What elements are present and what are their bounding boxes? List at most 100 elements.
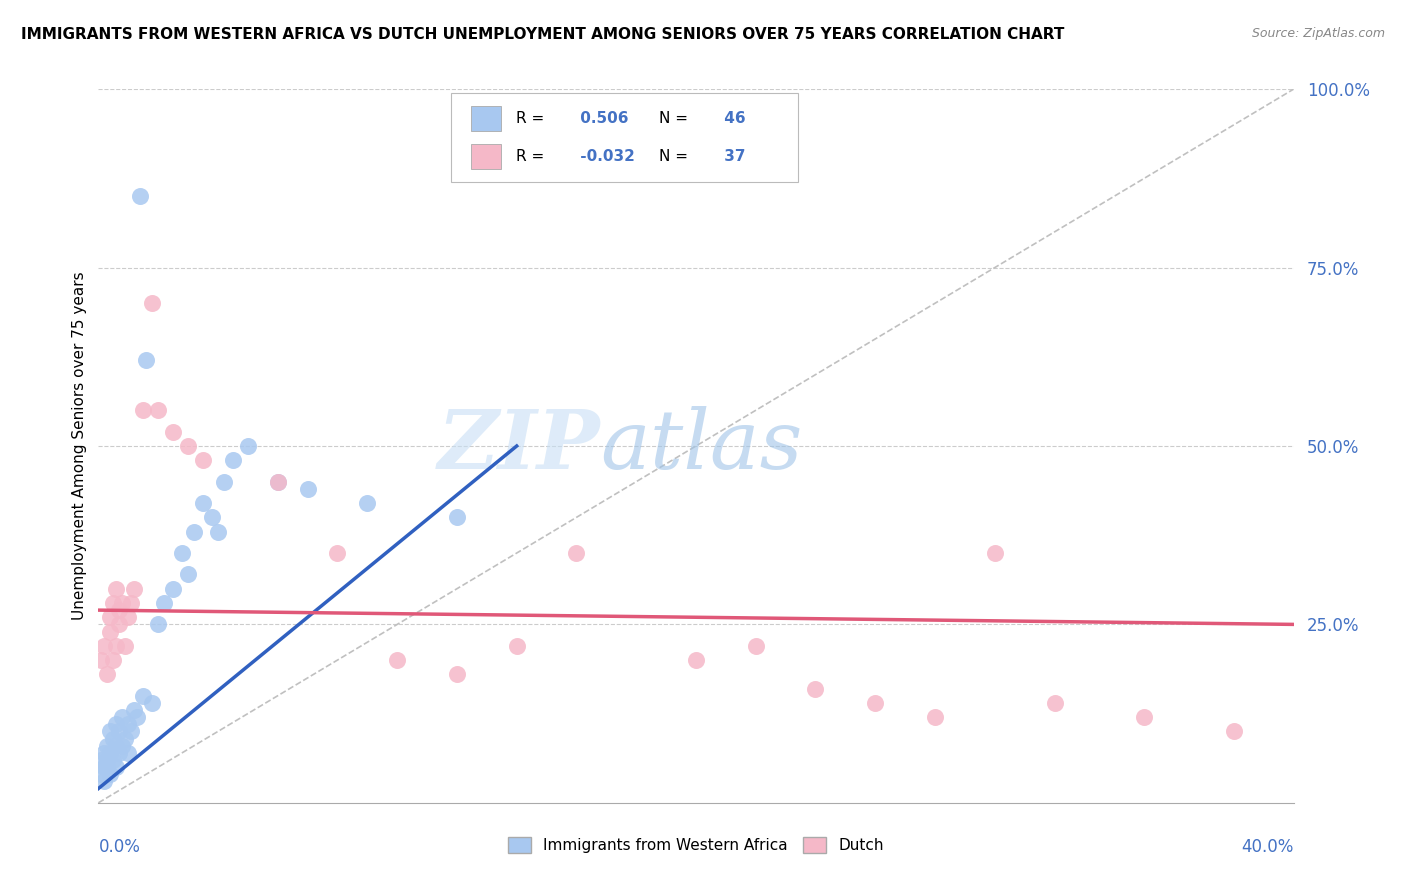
- Point: [98, 724, 122, 739]
- Text: IMMIGRANTS FROM WESTERN AFRICA VS DUTCH UNEMPLOYMENT AMONG SENIORS OVER 75 YEARS: IMMIGRANTS FROM WESTERN AFRICA VS DUTCH …: [21, 27, 1064, 42]
- Point: [90, 753, 112, 767]
- Text: 0.0%: 0.0%: [98, 838, 141, 856]
- Text: 0.506: 0.506: [575, 111, 628, 126]
- Point: [1223, 724, 1246, 739]
- Point: [162, 582, 184, 596]
- Point: [111, 739, 134, 753]
- Text: 46: 46: [718, 111, 745, 126]
- Point: [1133, 710, 1156, 724]
- Text: N =: N =: [659, 111, 688, 126]
- Point: [177, 567, 200, 582]
- Point: [96, 739, 118, 753]
- Point: [93, 639, 115, 653]
- Point: [127, 710, 149, 724]
- Point: [267, 475, 290, 489]
- Point: [108, 724, 131, 739]
- Point: [93, 760, 115, 774]
- Point: [105, 582, 128, 596]
- Text: R =: R =: [516, 149, 544, 164]
- Point: [90, 653, 112, 667]
- Text: Source: ZipAtlas.com: Source: ZipAtlas.com: [1251, 27, 1385, 40]
- Point: [117, 746, 139, 760]
- Point: [212, 475, 235, 489]
- Point: [103, 753, 125, 767]
- Point: [141, 296, 163, 310]
- Text: R =: R =: [516, 111, 544, 126]
- Point: [201, 510, 224, 524]
- Point: [222, 453, 245, 467]
- Point: [446, 510, 468, 524]
- Point: [132, 403, 155, 417]
- Text: -0.032: -0.032: [575, 149, 636, 164]
- Point: [984, 546, 1007, 560]
- Point: [191, 496, 214, 510]
- Point: [98, 746, 122, 760]
- Point: [96, 667, 118, 681]
- Point: [93, 774, 115, 789]
- Point: [385, 653, 409, 667]
- Point: [297, 482, 319, 496]
- Point: [177, 439, 200, 453]
- Point: [96, 760, 118, 774]
- Text: 37: 37: [718, 149, 745, 164]
- Point: [804, 681, 827, 696]
- Point: [103, 653, 125, 667]
- Point: [132, 689, 155, 703]
- Point: [207, 524, 229, 539]
- Point: [124, 703, 146, 717]
- Point: [685, 653, 707, 667]
- Point: [117, 717, 139, 731]
- Point: [98, 624, 122, 639]
- Point: [105, 639, 128, 653]
- Point: [135, 353, 157, 368]
- Point: [103, 596, 125, 610]
- Point: [148, 403, 170, 417]
- Point: [183, 524, 205, 539]
- Point: [114, 639, 136, 653]
- Legend: Immigrants from Western Africa, Dutch: Immigrants from Western Africa, Dutch: [502, 831, 890, 859]
- Point: [103, 731, 125, 746]
- Point: [105, 760, 128, 774]
- Point: [153, 596, 176, 610]
- Point: [105, 739, 128, 753]
- FancyBboxPatch shape: [451, 93, 797, 182]
- Point: [96, 753, 118, 767]
- Point: [141, 696, 163, 710]
- Point: [124, 582, 146, 596]
- Point: [108, 617, 131, 632]
- Point: [236, 439, 259, 453]
- Point: [105, 717, 128, 731]
- FancyBboxPatch shape: [471, 144, 501, 169]
- Point: [148, 617, 170, 632]
- Point: [108, 603, 131, 617]
- Point: [172, 546, 194, 560]
- Text: ZIP: ZIP: [437, 406, 600, 486]
- Point: [120, 596, 142, 610]
- Point: [446, 667, 468, 681]
- Point: [162, 425, 184, 439]
- Text: atlas: atlas: [600, 406, 803, 486]
- Point: [117, 610, 139, 624]
- Point: [120, 724, 142, 739]
- Point: [745, 639, 768, 653]
- Point: [191, 453, 214, 467]
- Point: [108, 746, 131, 760]
- Point: [98, 610, 122, 624]
- Point: [111, 596, 134, 610]
- Point: [565, 546, 588, 560]
- Point: [326, 546, 349, 560]
- Text: N =: N =: [659, 149, 688, 164]
- Point: [506, 639, 529, 653]
- Text: 40.0%: 40.0%: [1241, 838, 1294, 856]
- Point: [90, 767, 112, 781]
- Point: [1043, 696, 1066, 710]
- Point: [865, 696, 887, 710]
- FancyBboxPatch shape: [471, 106, 501, 131]
- Point: [98, 767, 122, 781]
- Point: [267, 475, 290, 489]
- Point: [924, 710, 946, 724]
- Y-axis label: Unemployment Among Seniors over 75 years: Unemployment Among Seniors over 75 years: [72, 272, 87, 620]
- Point: [356, 496, 378, 510]
- Point: [111, 710, 134, 724]
- Point: [129, 189, 152, 203]
